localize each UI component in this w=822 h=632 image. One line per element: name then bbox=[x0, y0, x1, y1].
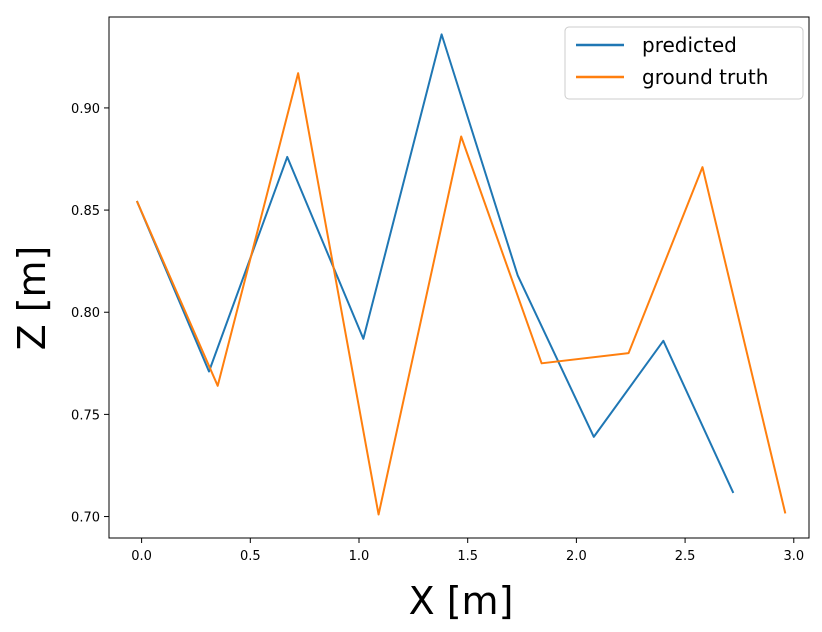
series-line-1 bbox=[135, 72, 787, 516]
y-tick-label: 0.80 bbox=[71, 306, 100, 321]
y-tick-label: 0.90 bbox=[71, 102, 100, 117]
x-tick-label: 1.0 bbox=[349, 549, 370, 564]
x-tick-label: 1.5 bbox=[457, 549, 478, 564]
legend-label-0: predicted bbox=[642, 33, 737, 57]
x-axis-label: X [m] bbox=[409, 579, 514, 623]
y-axis-label: Z [m] bbox=[10, 246, 54, 351]
legend: predicted ground truth bbox=[564, 26, 804, 100]
x-tick-label: 0.5 bbox=[240, 549, 261, 564]
y-tick-label: 0.85 bbox=[71, 204, 100, 219]
x-tick-label: 3.0 bbox=[783, 549, 804, 564]
legend-box bbox=[564, 26, 804, 100]
series-line-0 bbox=[135, 33, 735, 494]
x-tick-label: 2.5 bbox=[675, 549, 696, 564]
y-tick-label: 0.75 bbox=[71, 408, 100, 423]
x-tick-label: 0.0 bbox=[131, 549, 152, 564]
y-tick-label: 0.70 bbox=[71, 511, 100, 526]
legend-label-1: ground truth bbox=[642, 65, 768, 89]
axes-layer: 0.0 0.5 1.0 1.5 2.0 2.5 3.0 0.70 0.75 0.80 0.85 0.9… bbox=[71, 16, 810, 564]
series-layer bbox=[135, 33, 787, 516]
x-tick-label: 2.0 bbox=[566, 549, 587, 564]
plot-frame bbox=[108, 16, 810, 539]
